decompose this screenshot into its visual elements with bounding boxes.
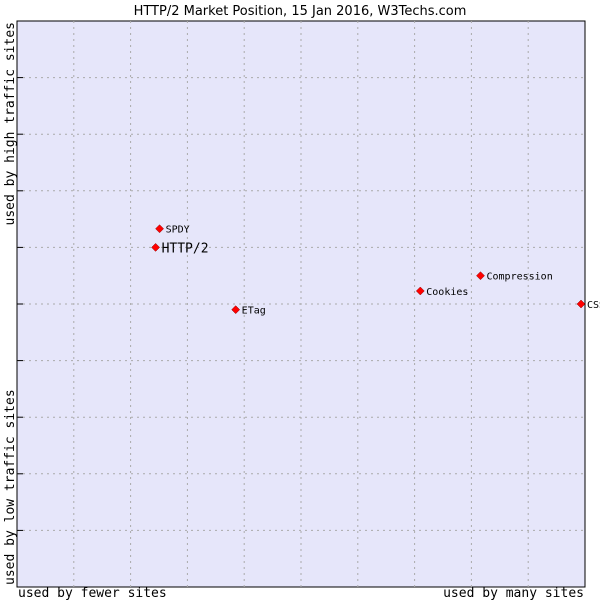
chart-title: HTTP/2 Market Position, 15 Jan 2016, W3T… xyxy=(134,4,467,19)
data-points: SPDY HTTP/2 ETag Cookies Compression CSS xyxy=(151,224,600,317)
data-label-cookies: Cookies xyxy=(426,287,468,298)
y-axis-label-top: used by high traffic sites xyxy=(3,22,18,226)
data-label-spdy: SPDY xyxy=(166,225,190,236)
data-point-css xyxy=(576,299,586,309)
data-point-compression xyxy=(476,271,485,281)
data-label-etag: ETag xyxy=(242,306,266,317)
y-axis-label-bottom: used by low traffic sites xyxy=(3,389,18,585)
grid-lines xyxy=(17,21,585,587)
data-point-cookies xyxy=(415,286,425,296)
x-axis-label-right: used by many sites xyxy=(443,586,584,600)
data-point-spdy xyxy=(155,224,164,234)
x-axis-label-left: used by fewer sites xyxy=(18,586,167,600)
data-label-css: CSS xyxy=(587,300,600,311)
data-label-compression: Compression xyxy=(486,272,552,283)
data-point-etag xyxy=(231,305,241,315)
data-point-http-2 xyxy=(151,243,160,252)
data-label-http-2: HTTP/2 xyxy=(162,241,209,256)
